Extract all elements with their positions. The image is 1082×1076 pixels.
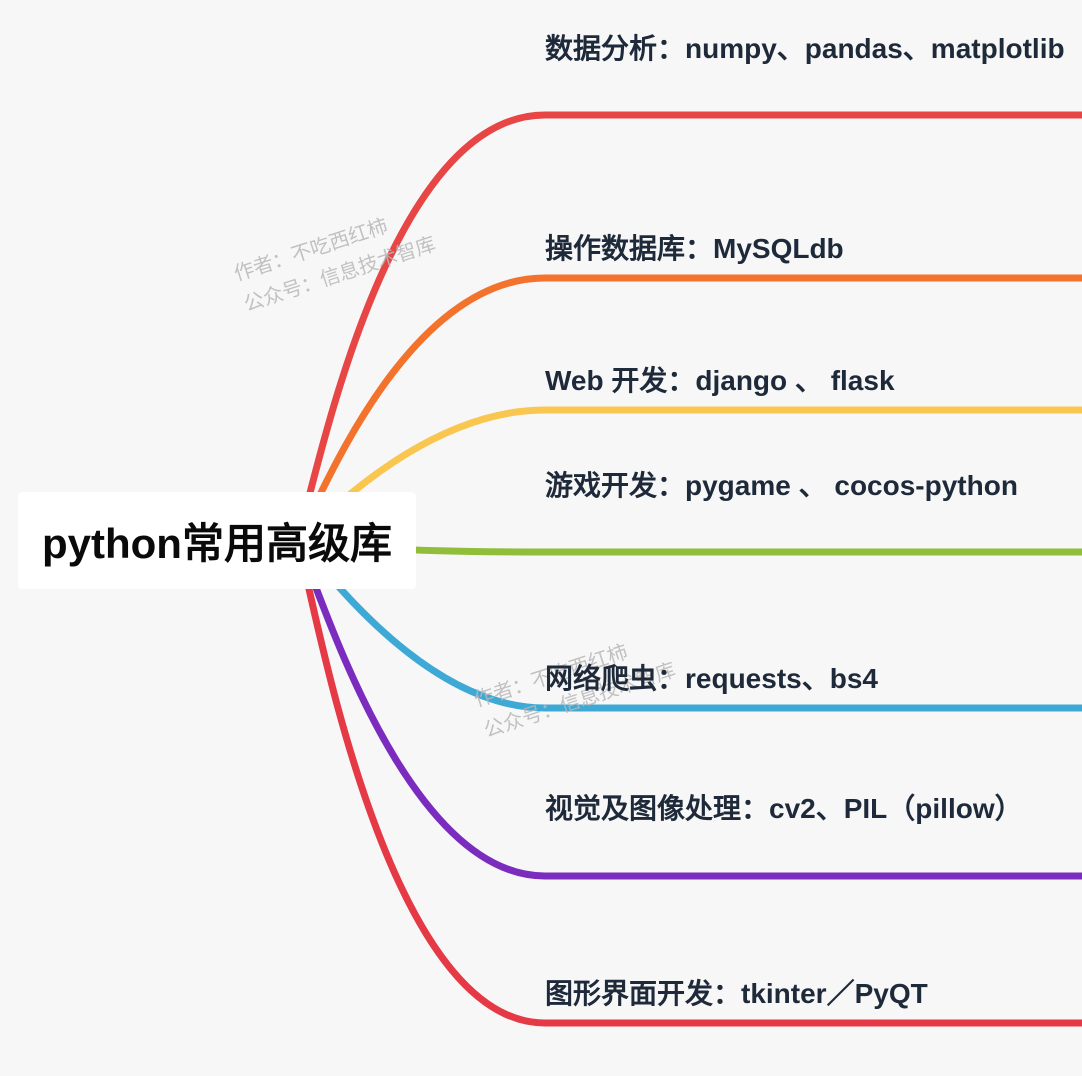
branch-label: 视觉及图像处理：cv2、PIL（pillow）	[545, 790, 1023, 828]
branch-label: 网络爬虫：requests、bs4	[545, 660, 878, 698]
branch-label: 游戏开发：pygame 、 cocos-python	[545, 467, 1018, 505]
branch-label: 操作数据库：MySQLdb	[545, 230, 844, 268]
branch-label: Web 开发：django 、 flask	[545, 362, 895, 400]
root-label: python常用高级库	[42, 520, 392, 567]
branch-label: 图形界面开发：tkinter／PyQT	[545, 975, 928, 1013]
root-node: python常用高级库	[18, 492, 416, 589]
branch-label: 数据分析：numpy、pandas、matplotlib	[545, 30, 1065, 68]
